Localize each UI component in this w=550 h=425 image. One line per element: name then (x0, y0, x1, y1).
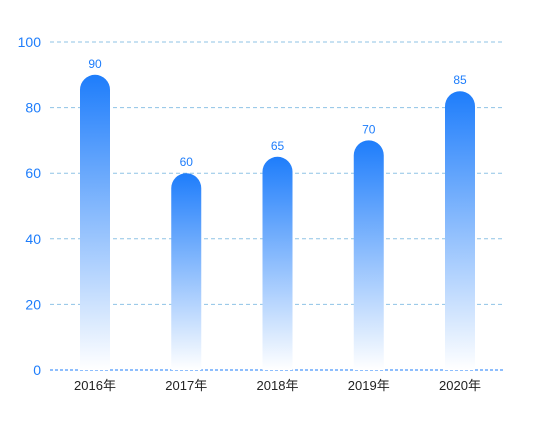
x-tick-label: 2017年 (165, 378, 207, 393)
data-label: 60 (180, 155, 194, 169)
bar (445, 91, 475, 370)
data-label: 90 (88, 57, 102, 71)
y-tick-label: 40 (25, 231, 41, 247)
x-tick-label: 2016年 (74, 378, 116, 393)
bar (262, 156, 293, 370)
data-labels: 90 60 65 70 85 (88, 57, 467, 169)
bar (353, 140, 384, 370)
x-axis-tick-labels: 2016年 2017年 2018年 2019年 2020年 (74, 378, 481, 393)
bars (80, 74, 475, 370)
bar (171, 173, 202, 370)
data-label: 65 (271, 139, 285, 153)
x-tick-label: 2018年 (257, 378, 299, 393)
y-axis-tick-labels: 0 20 40 60 80 100 (18, 34, 42, 378)
y-tick-label: 80 (25, 100, 41, 116)
y-tick-label: 0 (33, 362, 41, 378)
y-tick-label: 60 (25, 165, 41, 181)
data-label: 85 (453, 73, 467, 87)
bar (80, 74, 110, 370)
data-label: 70 (362, 122, 376, 136)
y-tick-label: 100 (18, 34, 42, 50)
y-tick-label: 20 (25, 296, 41, 312)
x-tick-label: 2020年 (439, 378, 481, 393)
x-tick-label: 2019年 (348, 378, 390, 393)
